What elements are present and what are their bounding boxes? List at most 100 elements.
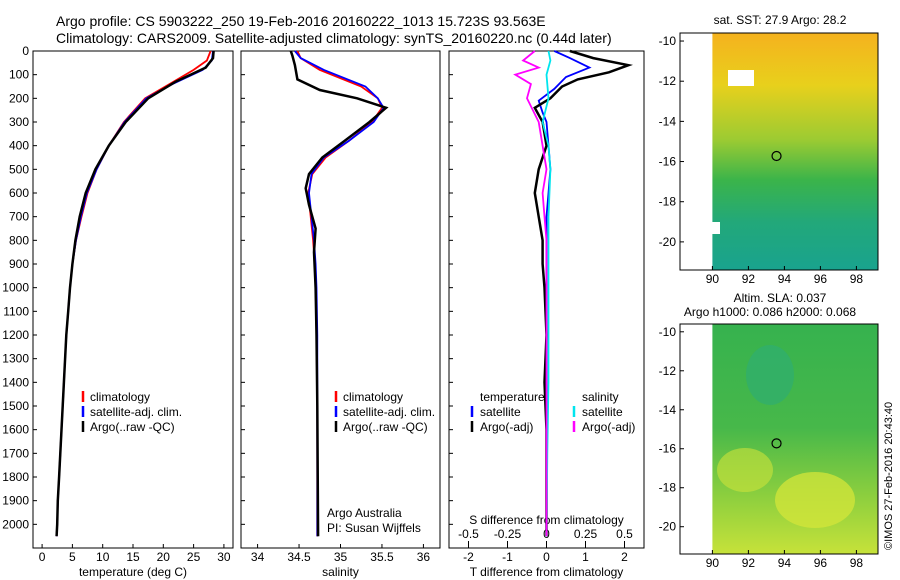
profile-panel-2-frame xyxy=(240,50,441,549)
series-line-argo-adj- xyxy=(513,50,548,537)
map-y-tick-label: -18 xyxy=(659,481,677,495)
y-tick-label: 400 xyxy=(9,139,29,153)
x-axis-label: T difference from climatology xyxy=(470,565,624,579)
sla-anomaly xyxy=(775,472,855,528)
argo-float-marker xyxy=(771,438,782,449)
x-tick-label: 20 xyxy=(157,550,171,564)
y-tick-label: 0 xyxy=(22,44,29,58)
x-axis-label: temperature (deg C) xyxy=(79,565,187,579)
legend-label: climatology xyxy=(343,390,403,404)
map-x-tick-label: 94 xyxy=(778,556,792,570)
sla-anomaly xyxy=(746,345,794,405)
y-tick-label: 1900 xyxy=(2,494,29,508)
y-tick-label: 1500 xyxy=(2,399,29,413)
legend-label: satellite-adj. clim. xyxy=(343,405,435,419)
x-tick-label: 35 xyxy=(334,550,348,564)
sst-map-title: sat. SST: 27.9 Argo: 28.2 xyxy=(713,13,847,27)
sst-field xyxy=(712,33,878,270)
map-x-tick-label: 94 xyxy=(778,272,792,286)
legend-label: Argo(..raw -QC) xyxy=(343,420,428,434)
y-tick-label: 300 xyxy=(9,115,29,129)
panel-annotation: Argo Australia xyxy=(327,506,402,520)
x-tick-label: -2 xyxy=(463,550,474,564)
legend-label: Argo(-adj) xyxy=(582,420,635,434)
series-line-argo-raw-qc- xyxy=(55,50,215,537)
x-tick-label: 2 xyxy=(621,550,628,564)
y-tick-label: 1000 xyxy=(2,281,29,295)
y-tick-label: 1800 xyxy=(2,470,29,484)
x2-tick-label: -0.5 xyxy=(458,527,479,541)
y-tick-label: 1600 xyxy=(2,423,29,437)
x-tick-label: 36 xyxy=(417,550,431,564)
map-y-tick-label: -14 xyxy=(659,403,677,417)
map-x-tick-label: 90 xyxy=(706,272,720,286)
y-tick-label: 900 xyxy=(9,257,29,271)
map-x-tick-label: 96 xyxy=(814,272,828,286)
argo-float-marker xyxy=(771,150,782,162)
map-x-tick-label: 98 xyxy=(850,272,864,286)
x-tick-label: 30 xyxy=(217,550,231,564)
x-tick-label: 35.5 xyxy=(370,550,394,564)
map-x-tick-label: 98 xyxy=(850,556,864,570)
x-tick-label: 0 xyxy=(39,550,46,564)
map-x-tick-label: 92 xyxy=(742,556,756,570)
sla-anomaly xyxy=(717,448,773,492)
x2-tick-label: 0.25 xyxy=(574,527,598,541)
plot-title-line2: Climatology: CARS2009. Satellite-adjuste… xyxy=(56,30,612,46)
map-y-tick-label: -12 xyxy=(659,74,677,88)
y-tick-label: 100 xyxy=(9,68,29,82)
y-tick-label: 2000 xyxy=(2,517,29,531)
missing-data-patch xyxy=(710,222,720,234)
x-tick-label: 10 xyxy=(96,550,110,564)
sla-map-title-line1: Altim. SLA: 0.037 xyxy=(733,291,827,305)
x-tick-label: -1 xyxy=(502,550,513,564)
legend-label: satellite xyxy=(480,405,521,419)
x2-tick-label: 0.5 xyxy=(616,527,633,541)
map-y-tick-label: -18 xyxy=(659,195,677,209)
map-frame xyxy=(679,323,879,555)
legend-heading: salinity xyxy=(582,390,619,404)
y-tick-label: 700 xyxy=(9,210,29,224)
x-tick-label: 34 xyxy=(251,550,265,564)
profile-panel-1-frame xyxy=(32,50,234,549)
y-tick-label: 1700 xyxy=(2,446,29,460)
y-tick-label: 200 xyxy=(9,91,29,105)
legend-label: Argo(..raw -QC) xyxy=(90,420,175,434)
map-y-tick-label: -16 xyxy=(659,155,677,169)
x-tick-label: 1 xyxy=(582,550,589,564)
map-frame xyxy=(679,32,879,271)
legend-label: Argo(-adj) xyxy=(480,420,533,434)
sla-map-title-line2: Argo h1000: 0.086 h2000: 0.068 xyxy=(683,305,857,319)
y-tick-label: 800 xyxy=(9,233,29,247)
legend-label: climatology xyxy=(90,390,150,404)
y-tick-label: 600 xyxy=(9,186,29,200)
legend-label: satellite xyxy=(582,405,623,419)
map-y-tick-label: -20 xyxy=(659,520,677,534)
x-tick-label: 0 xyxy=(543,550,550,564)
x-axis-label: salinity xyxy=(322,565,359,579)
legend-label: satellite-adj. clim. xyxy=(90,405,182,419)
missing-data-patch xyxy=(728,70,754,86)
y-tick-label: 1300 xyxy=(2,352,29,366)
map-y-tick-label: -10 xyxy=(659,325,677,339)
x2-tick-label: -0.25 xyxy=(494,527,522,541)
map-y-tick-label: -12 xyxy=(659,364,677,378)
map-y-tick-label: -16 xyxy=(659,442,677,456)
x-tick-label: 34.5 xyxy=(287,550,311,564)
map-x-tick-label: 90 xyxy=(706,556,720,570)
series-line-argo-raw-qc- xyxy=(289,50,389,537)
x-tick-label: 15 xyxy=(126,550,140,564)
y-tick-label: 1200 xyxy=(2,328,29,342)
plot-title-line1: Argo profile: CS 5903222_250 19-Feb-2016… xyxy=(56,13,546,29)
map-x-tick-label: 96 xyxy=(814,556,828,570)
x-tick-label: 5 xyxy=(69,550,76,564)
legend-heading: temperature xyxy=(480,390,545,404)
y-tick-label: 500 xyxy=(9,162,29,176)
y-tick-label: 1100 xyxy=(3,304,29,318)
series-line-satellite xyxy=(541,50,552,537)
x-tick-label: 25 xyxy=(187,550,201,564)
y-tick-label: 1400 xyxy=(2,375,29,389)
map-y-tick-label: -10 xyxy=(659,34,677,48)
map-y-tick-label: -20 xyxy=(659,235,677,249)
